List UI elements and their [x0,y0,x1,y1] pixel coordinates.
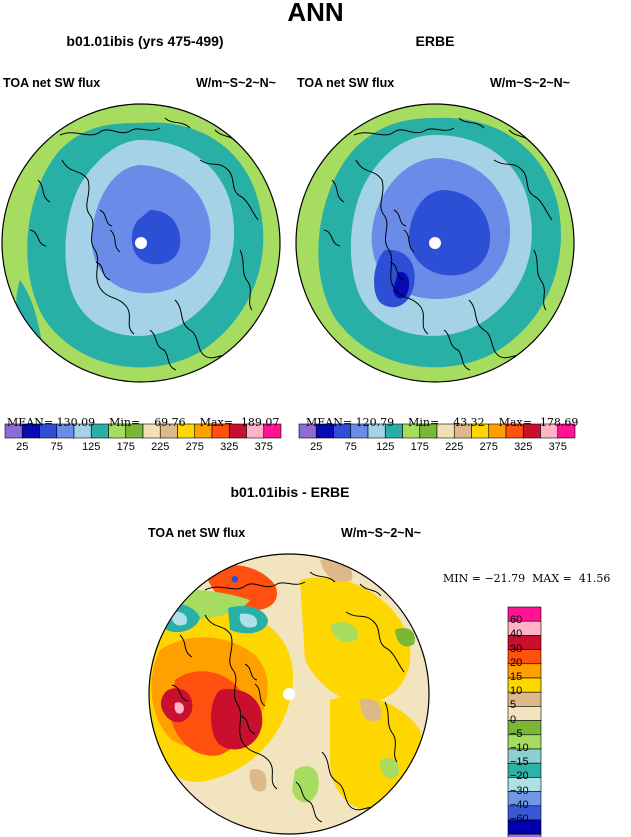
diff-colorbar-label: −15 [510,756,529,769]
panel2-min-value: 43.32 [453,416,485,429]
panel2-units-label: W/m~S~2~N~ [490,76,570,90]
diff-colorbar-label: −40 [510,798,529,811]
diff-stats: MIN = −21.79 MAX = 41.56 [443,572,611,585]
panel2-colorbar-label: 225 [445,441,464,453]
panel1-colorbar-label: 325 [220,441,239,453]
panel1-colorbar [4,423,282,439]
panel2-colorbar-label: 25 [310,441,323,453]
diff-colorbar-label: −60 [510,813,529,825]
diff-units-label: W/m~S~2~N~ [341,526,421,540]
diff-colorbar-label: 5 [510,699,517,712]
panel1-colorbar-label: 225 [151,441,170,453]
diff-colorbar-label: −20 [510,770,529,783]
panel2-colorbar-label: 175 [410,441,429,453]
panel1-colorbar-label: 175 [116,441,135,453]
panel1-variable-label: TOA net SW flux [3,76,101,90]
panel2-map-border [295,103,575,383]
panel1-map [2,104,280,382]
page-title: ANN [287,0,344,27]
panel1-max-label: Max= [199,416,233,429]
diff-colorbar-label: −5 [510,727,523,740]
panel2-max-label: Max= [498,416,532,429]
panel1-stats: MEAN= 130.09 Min= 69.76 Max= 189.07 [0,403,279,429]
panel2-colorbar [298,423,576,439]
diff-colorbar-label: 40 [510,628,523,641]
panel2-colorbar-label: 375 [548,441,567,453]
panel2-min-label: Min= [408,416,440,429]
panel1-title: b01.01ibis (yrs 475-499) [66,33,224,49]
colorbar-swatch [263,423,282,439]
panel2-max-value: 178.69 [539,416,579,429]
diff-colorbar-label: 10 [510,685,523,698]
panel2-stats: MEAN= 120.79 Min= 43.32 Max= 178.69 [299,403,578,429]
panel1-colorbar-label: 275 [185,441,204,453]
diff-colorbar-label: 20 [510,656,523,669]
diff-colorbar [507,606,542,837]
panel2-colorbar-label: 75 [344,441,357,453]
panel2-colorbar-label: 275 [479,441,498,453]
panel1-units-label: W/m~S~2~N~ [196,76,276,90]
panel1-mean-value: 130.09 [56,416,96,429]
diff-colorbar-label: −10 [510,742,529,754]
diff-colorbar-label: 30 [510,642,523,655]
diff-colorbar-label: −30 [510,784,529,797]
panel2-mean-label: MEAN= [306,416,353,429]
panel1-max-value: 189.07 [240,416,280,429]
diff-variable-label: TOA net SW flux [148,526,246,540]
diff-colorbar-label: 0 [510,713,517,726]
diff-map-border [148,553,430,835]
diff-colorbar-label: 15 [510,671,523,683]
panel1-map-border [1,103,281,383]
diff-colorbar-label: 60 [510,614,523,627]
panel2-colorbar-label: 125 [376,441,395,453]
colorbar-swatch [557,423,576,439]
panel2-colorbar-label: 325 [514,441,533,453]
panel1-min-value: 69.76 [154,416,186,429]
panel1-min-label: Min= [109,416,141,429]
diff-panel-title: b01.01ibis - ERBE [230,484,350,500]
panel1-colorbar-label: 75 [50,441,63,453]
panel1-colorbar-label: 375 [254,441,273,453]
panel2-mean-value: 120.79 [355,416,395,429]
panel1-mean-label: MEAN= [7,416,54,429]
panel2-variable-label: TOA net SW flux [297,76,395,90]
panel1-colorbar-label: 125 [82,441,101,453]
diff-map [149,554,429,834]
colorbar-swatch [507,833,542,837]
panel2-map [296,104,574,382]
panel1-colorbar-label: 25 [16,441,29,453]
panel2-title: ERBE [415,33,455,49]
